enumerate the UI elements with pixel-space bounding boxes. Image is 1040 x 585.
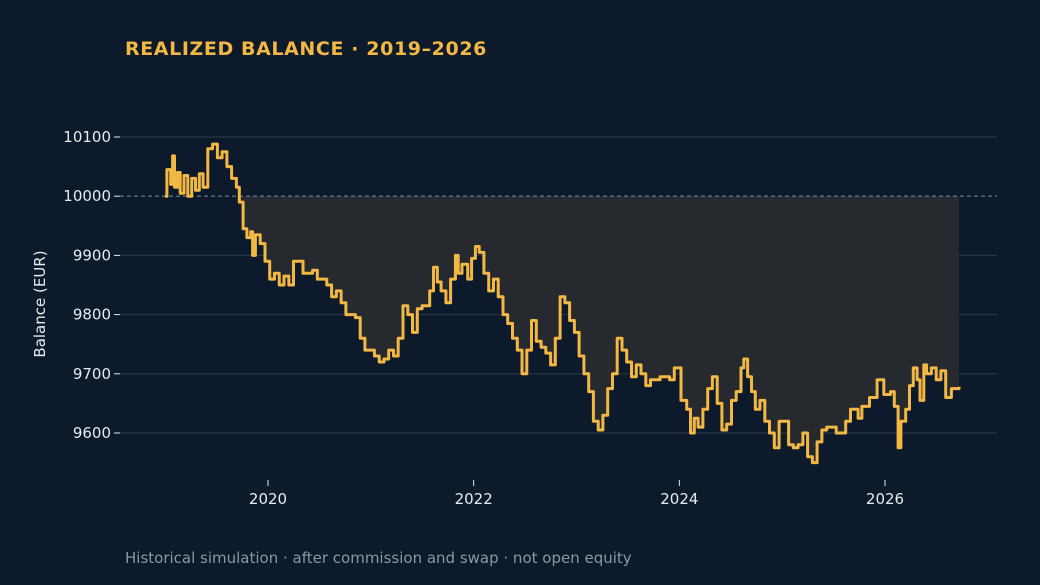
- x-tick-label: 2024: [660, 490, 698, 508]
- x-axis: 2020 2022 2024 2026: [249, 480, 904, 508]
- footnote: Historical simulation · after commission…: [125, 549, 632, 567]
- x-tick-label: 2022: [455, 490, 493, 508]
- y-tick-label: 10000: [63, 187, 111, 205]
- chart-title: REALIZED BALANCE · 2019–2026: [125, 38, 487, 60]
- y-tick-label: 9800: [73, 306, 111, 324]
- y-tick-label: 9700: [73, 365, 111, 383]
- y-axis-label: Balance (EUR): [31, 250, 49, 357]
- drawdown-shade: [165, 196, 959, 463]
- y-tick-label: 9900: [73, 246, 111, 264]
- balance-line: [165, 142, 961, 465]
- y-axis: 9600 9700 9800 9900 10000 10100: [63, 128, 120, 442]
- x-tick-label: 2026: [866, 490, 904, 508]
- y-tick-label: 9600: [73, 424, 111, 442]
- x-tick-label: 2020: [249, 490, 287, 508]
- y-tick-label: 10100: [63, 128, 111, 146]
